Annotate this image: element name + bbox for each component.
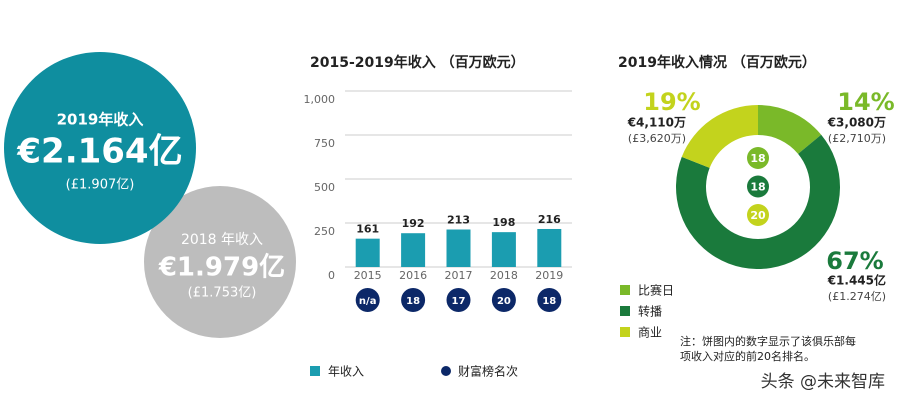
legend-dot <box>441 366 451 376</box>
summary-value: €2.164亿 <box>16 132 182 172</box>
y-tick-label: 500 <box>314 181 335 194</box>
rank-badge <box>355 288 380 312</box>
legend-label: 商业 <box>638 325 662 340</box>
x-tick-label: 2019 <box>535 269 563 282</box>
rank-label: 18 <box>406 296 420 307</box>
rank-badge <box>747 175 769 198</box>
amount-label: €4,110万 <box>627 116 686 130</box>
legend-swatch <box>620 327 630 337</box>
percent-label: 19% <box>643 88 700 116</box>
legend-swatch <box>620 285 630 295</box>
donut-segment <box>676 134 840 269</box>
amount-label: €1.445亿 <box>827 273 886 288</box>
legend-label: 财富榜名次 <box>458 364 518 379</box>
value-label: 192 <box>402 217 425 230</box>
value-label: 216 <box>538 213 561 226</box>
amount-label: €3,080万 <box>827 116 886 130</box>
rank-label: n/a <box>359 296 377 307</box>
x-tick-label: 2017 <box>445 269 473 282</box>
donut-segment <box>681 105 758 168</box>
summary-label: 2018 年收入 <box>181 232 263 248</box>
rank-badge <box>537 288 562 312</box>
chart-title: 2015-2019年收入 （百万欧元） <box>310 54 525 71</box>
x-tick-label: 2018 <box>490 269 518 282</box>
summary-value: €1.979亿 <box>158 253 285 283</box>
chart-title: 2019年收入情况 （百万欧元） <box>618 54 816 71</box>
x-tick-label: 2016 <box>399 269 427 282</box>
rank-badge <box>747 147 769 169</box>
value-label: 161 <box>356 223 379 236</box>
summary-label: 2019年收入 <box>57 111 144 129</box>
y-tick-label: 750 <box>314 137 335 150</box>
percent-label: 14% <box>837 88 894 116</box>
rank-label: 20 <box>750 209 766 222</box>
amount-gbp-label: (£3,620万) <box>628 132 686 145</box>
x-tick-label: 2015 <box>354 269 382 282</box>
y-tick-label: 0 <box>328 269 335 282</box>
note: 项收入对应的前20名排名。 <box>680 349 815 363</box>
donut-segment <box>758 105 822 154</box>
bar <box>491 232 516 267</box>
rank-badge <box>446 288 471 312</box>
summary-circle-2018 <box>144 186 296 338</box>
rank-label: 17 <box>452 296 466 307</box>
summary-gbp: (£1.753亿) <box>188 286 257 301</box>
rank-label: 20 <box>497 296 511 307</box>
legend-swatch <box>620 306 630 316</box>
value-label: 198 <box>492 216 515 229</box>
amount-gbp-label: (£1.274亿) <box>828 290 886 303</box>
legend-label: 年收入 <box>328 365 364 379</box>
value-label: 213 <box>447 214 470 227</box>
bar <box>355 238 380 267</box>
y-tick-label: 1,000 <box>304 93 336 106</box>
bar <box>401 233 426 267</box>
legend-swatch <box>310 366 320 376</box>
percent-label: 67% <box>826 247 883 275</box>
bar <box>446 229 471 267</box>
y-tick-label: 250 <box>314 225 335 238</box>
watermark: 头条 @未来智库 <box>761 372 885 392</box>
legend-label: 比赛日 <box>638 283 674 298</box>
rank-badge <box>747 204 769 226</box>
rank-label: 18 <box>750 181 765 194</box>
rank-badge <box>491 288 516 312</box>
rank-label: 18 <box>542 296 556 307</box>
rank-badge <box>401 288 426 312</box>
legend-label: 转播 <box>638 304 662 319</box>
note: 注：饼图内的数字显示了该俱乐部每 <box>680 334 856 348</box>
rank-label: 18 <box>750 152 765 165</box>
bar <box>537 228 562 267</box>
summary-circle-2019 <box>4 52 196 244</box>
summary-gbp: (£1.907亿) <box>66 178 135 193</box>
amount-gbp-label: (£2,710万) <box>828 132 886 145</box>
